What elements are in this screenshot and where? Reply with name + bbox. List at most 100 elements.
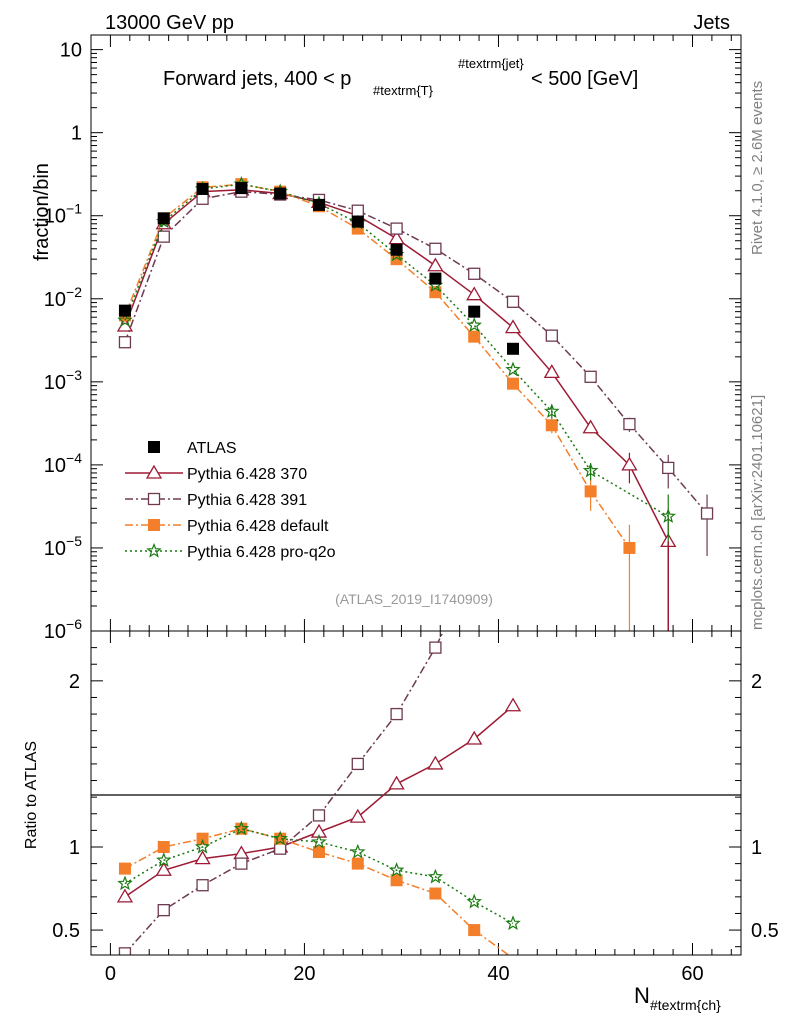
ratio-point	[196, 879, 209, 892]
main-point	[312, 198, 325, 211]
main-ytick-label: 10−5	[44, 533, 82, 560]
ratio-ytick-label-right: 1	[751, 837, 762, 859]
x-tick-label: 60	[681, 963, 703, 985]
x-axis-label: N #textrm{ch}	[634, 983, 721, 1013]
ratio-point	[312, 809, 326, 822]
ratio-point	[233, 820, 250, 836]
main-title: Forward jets, 400 < p #textrm{T} #textrm…	[163, 56, 638, 98]
ratio-ytick-label-right: 2	[751, 671, 762, 693]
main-point	[429, 242, 442, 255]
main-point	[468, 330, 481, 343]
ratio-point	[157, 841, 170, 853]
ratio-series-line	[124, 827, 514, 925]
ratio-point	[349, 808, 366, 823]
ratio-point	[194, 838, 211, 854]
ratio-ytick-label-right: 0.5	[751, 920, 779, 942]
main-point	[468, 267, 481, 280]
main-ytick-label: 10−2	[44, 284, 82, 311]
main-point	[118, 336, 132, 349]
x-tick-label: 20	[293, 963, 315, 985]
ratio-ticks	[91, 631, 741, 955]
main-point	[543, 364, 560, 379]
ratio-point	[155, 861, 172, 876]
ratio-point	[429, 641, 442, 654]
main-point	[274, 187, 287, 200]
legend-label: Pythia 6.428 391	[187, 492, 307, 509]
ratio-point	[466, 893, 482, 909]
ratio-point	[351, 757, 364, 771]
main-ytick-label: 10−6	[44, 616, 82, 643]
legend-marker	[147, 492, 161, 506]
ratio-series	[117, 820, 521, 931]
ratio-point	[504, 697, 522, 712]
ratio-point	[118, 862, 131, 875]
main-ytick-label: 1	[71, 123, 82, 145]
legend-label: Pythia 6.428 370	[187, 466, 307, 483]
main-point	[660, 508, 676, 523]
title-main: Forward jets, 400 < p	[163, 68, 351, 90]
main-point	[582, 462, 599, 478]
ratio-frame	[90, 630, 742, 956]
main-point	[466, 317, 482, 332]
main-point	[504, 319, 522, 334]
main-point	[545, 419, 558, 432]
main-series	[118, 185, 714, 556]
main-panel: fraction/bin 10 1 10−1 10−2 10−3 10−4 10−5 10−6…	[31, 34, 742, 643]
ratio-ytick-label: 2	[69, 671, 80, 693]
ratio-ytick-labels: 0.5 0.5 1 1 2 2	[52, 671, 779, 942]
main-point	[388, 230, 405, 245]
main-point	[584, 370, 597, 383]
main-ytick-label: 10−4	[44, 450, 82, 477]
ratio-point	[156, 852, 172, 867]
main-frame	[90, 34, 742, 632]
main-point	[582, 419, 599, 434]
ratio-ylabel: Ratio to ATLAS	[23, 741, 40, 849]
title-sub: #textrm{T}	[373, 83, 434, 98]
legend-marker	[148, 441, 160, 453]
ratio-point	[388, 775, 405, 790]
ratio-point	[118, 947, 132, 955]
xlabel-base: N	[634, 983, 650, 1008]
ratio-point	[235, 857, 248, 870]
main-point	[117, 312, 133, 327]
ratio-series-line	[124, 705, 514, 898]
ratio-series-line	[124, 827, 510, 955]
main-point	[118, 304, 131, 317]
ratio-point	[311, 833, 327, 849]
xlabel-sub: #textrm{ch}	[650, 997, 721, 1013]
main-point	[235, 182, 248, 195]
main-ytick-label: 10	[60, 40, 82, 62]
main-point	[623, 541, 636, 554]
title-tail: < 500 [GeV]	[531, 68, 638, 90]
ratio-panel: Ratio to ATLAS 0.5 0.5 1 1 2 2 0 20 40 60 N #tex…	[23, 630, 779, 1013]
main-ytick-label: 10−3	[44, 367, 82, 394]
main-point	[662, 461, 675, 475]
main-point	[584, 485, 597, 498]
main-point	[621, 456, 638, 471]
main-point	[427, 257, 444, 272]
main-ylabel: fraction/bin	[31, 163, 53, 261]
ratio-point	[116, 888, 134, 903]
ratio-series-line	[124, 631, 445, 954]
ratio-point	[312, 845, 325, 858]
header-right: Jets	[693, 12, 730, 34]
main-point	[545, 329, 558, 342]
legend-label: Pythia 6.428 default	[187, 518, 329, 535]
main-series-group	[116, 176, 714, 631]
main-point	[429, 286, 442, 299]
legend-marker	[148, 519, 160, 531]
ratio-point	[466, 730, 483, 745]
x-tick-label: 0	[105, 963, 116, 985]
ratio-series	[116, 697, 522, 903]
legend-label: Pythia 6.428 pro-q2o	[187, 544, 336, 561]
ratio-point	[468, 924, 481, 937]
main-series	[118, 182, 520, 355]
main-point	[351, 204, 364, 217]
main-point	[505, 361, 521, 377]
legend-label: ATLAS	[187, 440, 237, 457]
legend-marker	[145, 464, 163, 479]
x-tick-label: 40	[487, 963, 509, 985]
main-point	[390, 222, 403, 235]
main-ticks	[91, 35, 741, 632]
main-point	[468, 305, 481, 318]
